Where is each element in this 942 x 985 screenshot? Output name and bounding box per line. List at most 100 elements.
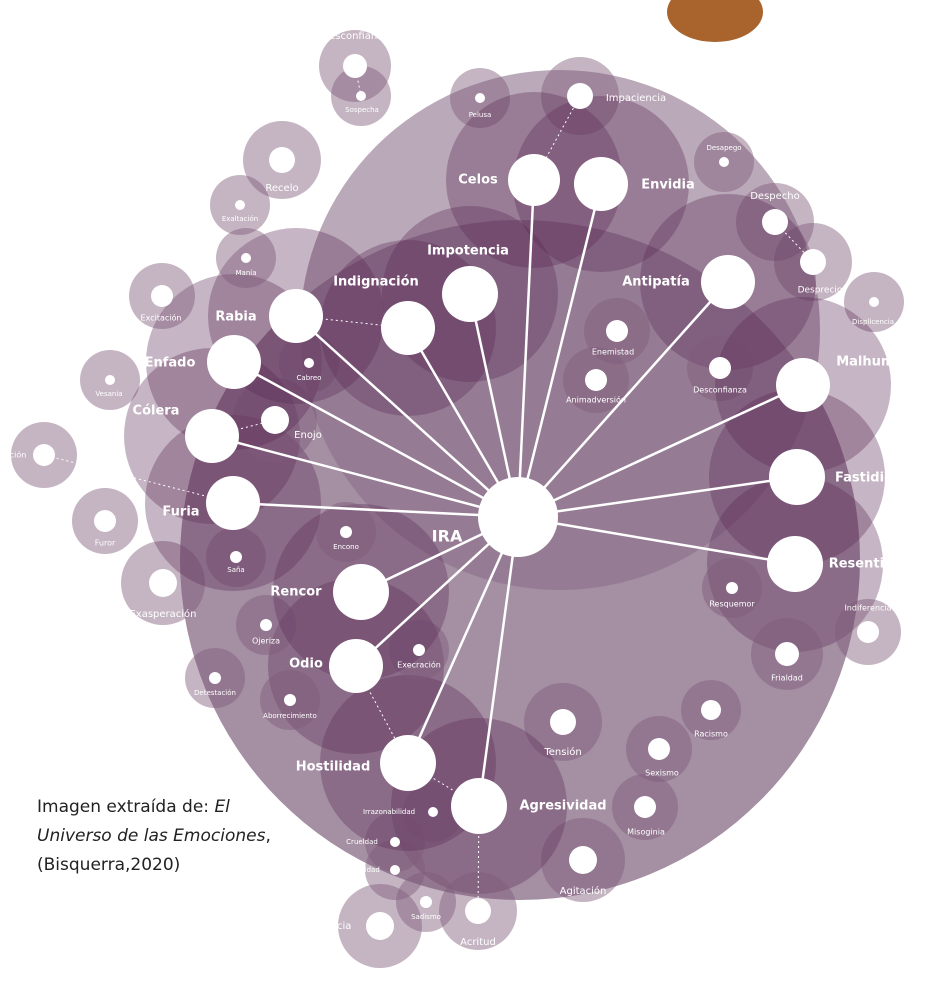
emotion-node	[329, 639, 383, 693]
caption-text: ,	[265, 826, 270, 846]
emotion-node	[209, 672, 221, 684]
emotion-label: Despecho	[750, 191, 800, 202]
emotion-label: Rabia	[215, 310, 256, 325]
emotion-label: Impotencia	[427, 244, 509, 259]
emotion-label: Desigualdad	[336, 866, 380, 874]
emotion-node	[33, 444, 55, 466]
emotion-node	[207, 335, 261, 389]
emotion-node	[235, 200, 245, 210]
emotion-label: Pelusa	[469, 111, 492, 119]
emotion-node	[420, 896, 432, 908]
emotion-node	[442, 266, 498, 322]
emotion-label: Indignación	[333, 275, 419, 290]
emotion-label: ancia	[325, 921, 352, 932]
emotion-node	[206, 476, 260, 530]
emotion-node	[634, 796, 656, 818]
emotion-label: Irrazonabilidad	[363, 808, 415, 816]
emotion-node	[340, 526, 352, 538]
emotion-label: Ojeriza	[252, 637, 280, 646]
emotion-node	[380, 735, 436, 791]
emotion-node	[726, 582, 738, 594]
emotion-label: Execración	[397, 660, 441, 670]
emotion-label: Frialdad	[771, 674, 803, 683]
emotion-node	[366, 912, 394, 940]
caption: Imagen extraída de: El Universo de las E…	[37, 793, 297, 880]
emotion-node	[269, 147, 295, 173]
emotion-label: Sospecha	[345, 106, 379, 114]
emotion-label: Excitación	[141, 313, 182, 323]
emotion-label: Manía	[236, 269, 257, 277]
emotion-node	[343, 54, 367, 78]
emotion-label: Resquemor	[709, 600, 755, 609]
decor-blob	[667, 0, 763, 42]
caption-italic: El	[214, 797, 229, 817]
emotion-node	[762, 209, 788, 235]
emotion-label: Impaciencia	[606, 93, 666, 104]
emotion-label: Racismo	[694, 730, 728, 739]
emotion-node	[550, 709, 576, 735]
emotion-label: Enemistad	[592, 348, 634, 357]
emotion-node	[767, 536, 823, 592]
emotion-label: Desprecio	[798, 286, 843, 296]
emotion-node	[701, 700, 721, 720]
emotion-node	[185, 409, 239, 463]
emotion-node	[428, 807, 438, 817]
emotion-node	[230, 551, 242, 563]
emotion-label: Hostilidad	[296, 760, 371, 775]
emotion-label: Malhumor	[836, 355, 910, 370]
emotion-label: Crueldad	[346, 838, 378, 846]
emotion-node	[390, 837, 400, 847]
emotion-label: Indiferencia	[844, 604, 891, 613]
emotion-label: Furia	[162, 505, 199, 520]
emotion-node	[585, 369, 607, 391]
emotion-node	[719, 157, 729, 167]
emotion-node	[381, 301, 435, 355]
emotion-node	[260, 619, 272, 631]
emotion-node	[857, 621, 879, 643]
emotion-label: Displicencia	[852, 318, 894, 326]
emotion-label: Exasperación	[129, 608, 196, 620]
emotion-node	[94, 510, 116, 532]
emotion-label: Desconfianza	[693, 386, 747, 395]
emotion-label: Enfado	[145, 356, 196, 371]
emotion-node	[105, 375, 115, 385]
emotion-label: Desapego	[706, 144, 741, 152]
emotion-label: Cólera	[133, 404, 180, 419]
emotion-label: Fastidio	[835, 471, 893, 486]
emotion-label: Sexismo	[645, 769, 679, 778]
emotion-label: Recelo	[265, 183, 298, 194]
emotion-label: Animadversión	[566, 395, 626, 405]
emotion-node	[151, 285, 173, 307]
emotion-label: Saña	[227, 566, 244, 574]
center-node	[478, 477, 558, 557]
emotion-node	[775, 642, 799, 666]
emotion-label: Agresividad	[519, 799, 606, 814]
emotion-node	[356, 91, 366, 101]
page: IRADesconfianzaSospechaReceloExaltaciónI…	[0, 0, 942, 985]
emotion-label: Rencor	[270, 585, 322, 600]
emotion-label: ción	[10, 450, 27, 460]
emotion-label: Celos	[458, 173, 498, 188]
emotion-node	[149, 569, 177, 597]
emotion-node	[574, 157, 628, 211]
emotion-label: Vesania	[95, 390, 122, 398]
emotion-node	[465, 898, 491, 924]
emotion-label: Aborrecimiento	[263, 712, 317, 720]
emotion-node	[869, 297, 879, 307]
emotion-node	[390, 865, 400, 875]
emotion-label: Resentimiento	[829, 557, 936, 572]
emotion-node	[701, 255, 755, 309]
emotion-node	[776, 358, 830, 412]
caption-text: (Bisquerra,2020)	[37, 855, 180, 875]
emotion-label: Exaltación	[222, 215, 258, 223]
emotion-label: Agitación	[560, 885, 607, 897]
emotion-node	[304, 358, 314, 368]
emotion-node	[284, 694, 296, 706]
emotion-label: Encono	[333, 543, 359, 551]
emotion-label: Misoginia	[627, 828, 665, 837]
emotion-label: Envidia	[641, 178, 695, 193]
emotion-node	[569, 846, 597, 874]
emotion-label: Cabreo	[297, 374, 322, 382]
emotion-label: Desconfianza	[321, 31, 388, 42]
emotion-label: Detestación	[194, 689, 236, 697]
